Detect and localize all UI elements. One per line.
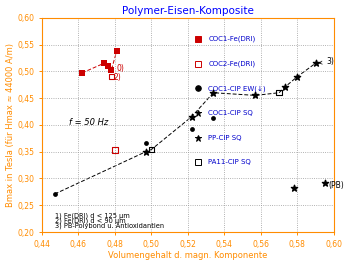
Point [149, 147, 154, 152]
Point [79, 71, 85, 75]
Point [143, 140, 149, 145]
Text: f = 50 Hz: f = 50 Hz [69, 118, 108, 127]
Point [211, 116, 216, 120]
Point [322, 181, 328, 185]
Text: COC1-CIP SQ: COC1-CIP SQ [208, 110, 253, 116]
Title: Polymer-Eisen-Komposite: Polymer-Eisen-Komposite [122, 6, 254, 15]
Point [52, 192, 57, 196]
Point [101, 61, 107, 65]
Point [282, 85, 287, 89]
Point [143, 149, 149, 154]
Text: 2): 2) [113, 73, 121, 82]
Point [291, 185, 296, 190]
Point [108, 74, 114, 79]
Point [108, 68, 114, 72]
Point [112, 148, 118, 152]
Text: (PB): (PB) [328, 181, 344, 190]
Text: 3): 3) [319, 57, 334, 66]
Point [189, 127, 194, 131]
Point [253, 93, 258, 98]
Point [313, 61, 319, 65]
Text: 0): 0) [117, 64, 125, 73]
Point [294, 74, 300, 79]
Point [211, 91, 216, 95]
Point [189, 115, 194, 119]
Point [105, 64, 111, 68]
Text: COC2-Fe(DRI): COC2-Fe(DRI) [208, 61, 256, 67]
Text: PA11-CIP SQ: PA11-CIP SQ [208, 159, 251, 165]
Text: COC1-CIP EW(↓): COC1-CIP EW(↓) [208, 85, 266, 92]
X-axis label: Volumengehalt d. magn. Komponente: Volumengehalt d. magn. Komponente [108, 251, 267, 260]
Text: 2) Fe(DRI) d < 90 μm: 2) Fe(DRI) d < 90 μm [55, 217, 125, 224]
Point [276, 91, 282, 95]
Y-axis label: Bmax in Tesla (für Hmax ≈ 44000 A/m): Bmax in Tesla (für Hmax ≈ 44000 A/m) [6, 43, 15, 207]
Point [114, 49, 120, 53]
Text: 3) PB-Polybond u. Antioxidantien: 3) PB-Polybond u. Antioxidantien [55, 223, 164, 229]
Text: COC1-Fe(DRI): COC1-Fe(DRI) [208, 36, 256, 42]
Text: 1) Fe(DRI) d < 125 μm: 1) Fe(DRI) d < 125 μm [55, 212, 130, 219]
Text: PP-CIP SQ: PP-CIP SQ [208, 135, 242, 141]
